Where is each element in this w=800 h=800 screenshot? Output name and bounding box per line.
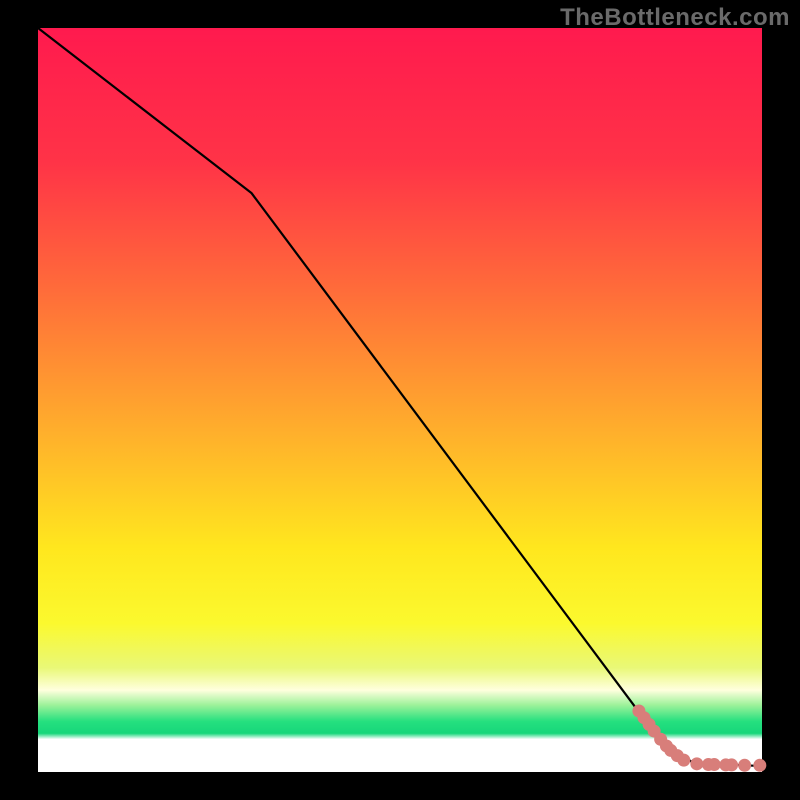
data-point [677, 754, 690, 767]
data-point [725, 758, 738, 771]
bottleneck-chart [0, 0, 800, 800]
plot-background [38, 28, 762, 772]
watermark-text: TheBottleneck.com [560, 4, 790, 32]
data-point [708, 758, 721, 771]
data-point [738, 759, 751, 772]
chart-stage: TheBottleneck.com [0, 0, 800, 800]
data-point [690, 757, 703, 770]
data-point [753, 759, 766, 772]
